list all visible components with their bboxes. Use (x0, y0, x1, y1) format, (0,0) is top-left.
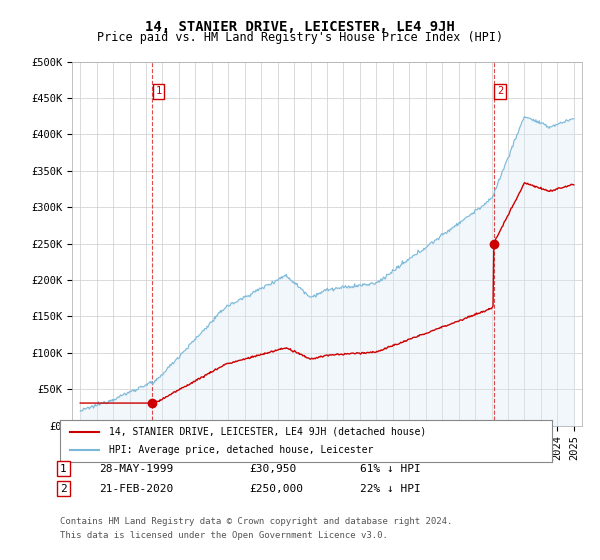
Text: 61% ↓ HPI: 61% ↓ HPI (360, 464, 421, 474)
Text: 2: 2 (60, 484, 67, 494)
Text: 21-FEB-2020: 21-FEB-2020 (99, 484, 173, 494)
Text: This data is licensed under the Open Government Licence v3.0.: This data is licensed under the Open Gov… (60, 531, 388, 540)
Text: £250,000: £250,000 (249, 484, 303, 494)
Text: 1: 1 (60, 464, 67, 474)
Text: 2: 2 (497, 86, 503, 96)
Text: 28-MAY-1999: 28-MAY-1999 (99, 464, 173, 474)
Text: 14, STANIER DRIVE, LEICESTER, LE4 9JH: 14, STANIER DRIVE, LEICESTER, LE4 9JH (145, 20, 455, 34)
Text: HPI: Average price, detached house, Leicester: HPI: Average price, detached house, Leic… (109, 445, 374, 455)
Text: 1: 1 (155, 86, 162, 96)
Text: 22% ↓ HPI: 22% ↓ HPI (360, 484, 421, 494)
Text: 14, STANIER DRIVE, LEICESTER, LE4 9JH (detached house): 14, STANIER DRIVE, LEICESTER, LE4 9JH (d… (109, 427, 427, 437)
Text: £30,950: £30,950 (249, 464, 296, 474)
Text: Price paid vs. HM Land Registry's House Price Index (HPI): Price paid vs. HM Land Registry's House … (97, 31, 503, 44)
Text: Contains HM Land Registry data © Crown copyright and database right 2024.: Contains HM Land Registry data © Crown c… (60, 516, 452, 526)
